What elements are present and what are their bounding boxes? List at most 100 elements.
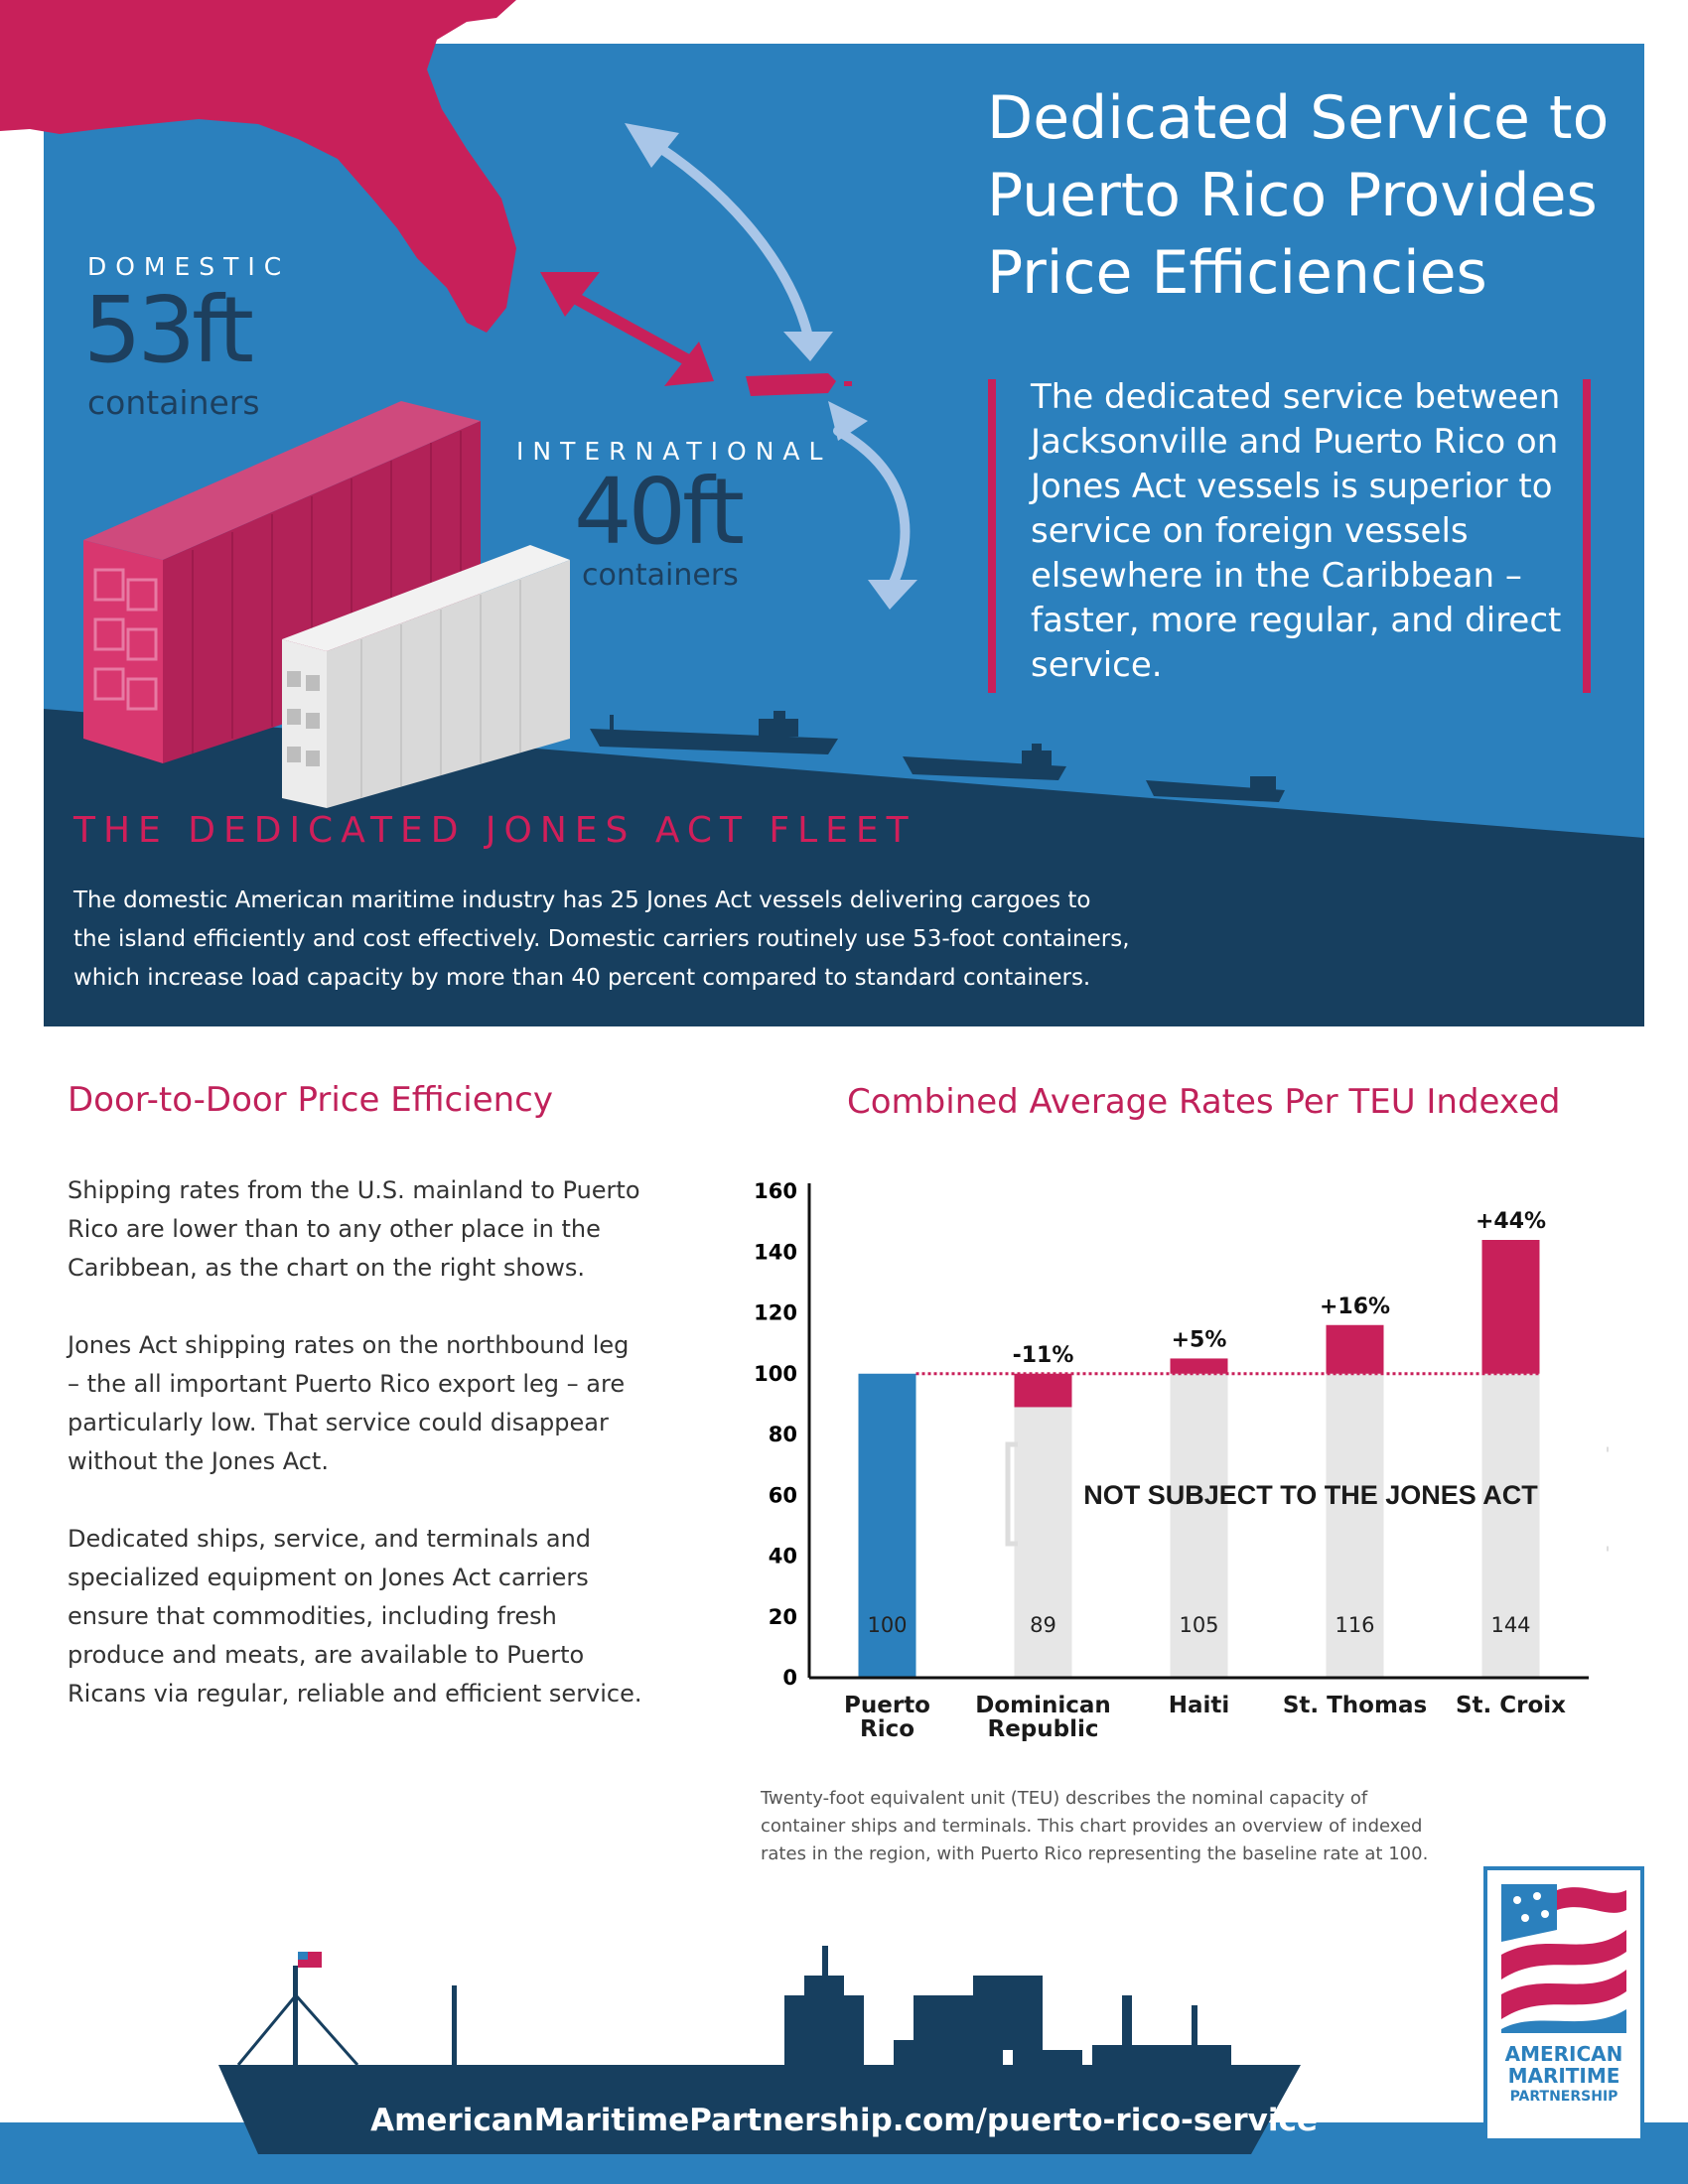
y-tick-label: 160 [754, 1179, 797, 1203]
body-line: Dedicated ships, service, and terminals … [68, 1525, 592, 1553]
footnote-line: rates in the region, with Puerto Rico re… [761, 1843, 1429, 1864]
body-line: without the Jones Act. [68, 1447, 329, 1475]
desc-line: elsewhere in the Caribbean – [1031, 556, 1522, 596]
paragraph-1: Shipping rates from the U.S. mainland to… [68, 1171, 663, 1288]
body-line: particularly low. That service could dis… [68, 1409, 609, 1436]
arrow-heads-light [625, 123, 917, 610]
body-line: – the all important Puerto Rico export l… [68, 1370, 626, 1398]
category-label: Puerto [844, 1693, 930, 1718]
desc-bar-right [1583, 379, 1591, 693]
diff-label: +44% [1476, 1209, 1546, 1234]
body-line: Shipping rates from the U.S. mainland to… [68, 1176, 640, 1204]
y-tick-label: 100 [754, 1362, 797, 1386]
category-label: Haiti [1169, 1693, 1230, 1718]
desc-line: service. [1031, 645, 1163, 685]
bar-difference [1326, 1324, 1384, 1374]
logo-line: AMERICAN [1504, 2042, 1623, 2066]
paragraph-3: Dedicated ships, service, and terminals … [68, 1520, 663, 1713]
fleet-line: The domestic American maritime industry … [73, 887, 1091, 913]
left-body: Shipping rates from the U.S. mainland to… [68, 1171, 663, 1713]
title-line-1: Dedicated Service to [987, 83, 1610, 153]
y-tick-label: 0 [782, 1666, 797, 1690]
category-label: Republic [987, 1716, 1098, 1742]
body-line: ensure that commodities, including fresh [68, 1602, 557, 1630]
desc-bar-left [988, 379, 996, 693]
value-label: 116 [1335, 1613, 1374, 1637]
hero-panel: Dedicated Service to Puerto Rico Provide… [44, 44, 1644, 1026]
page-title: Dedicated Service to Puerto Rico Provide… [987, 79, 1609, 312]
international-label: INTERNATIONAL [516, 437, 832, 466]
category-label: Dominican [975, 1693, 1111, 1718]
logo-line: MARITIME [1507, 2064, 1620, 2088]
arrows-light [639, 133, 911, 590]
footnote-line: Twenty-foot equivalent unit (TEU) descri… [761, 1788, 1368, 1809]
bracket-left [1005, 1441, 1018, 1547]
y-tick-label: 120 [754, 1301, 797, 1325]
y-tick-label: 60 [769, 1483, 797, 1507]
international-size: 40ft [574, 459, 745, 565]
diff-label: +16% [1320, 1295, 1390, 1319]
diff-label: -11% [1013, 1343, 1074, 1368]
title-line-2: Puerto Rico Provides [987, 161, 1598, 230]
body-line: Caribbean, as the chart on the right sho… [68, 1254, 586, 1282]
fleet-heading: THE DEDICATED JONES ACT FLEET [73, 810, 916, 851]
sea-band [44, 709, 1644, 1026]
body-line: Ricans via regular, reliable and efficie… [68, 1680, 642, 1707]
footer-ship [218, 1946, 1301, 2154]
flag-logo-icon [1501, 1884, 1626, 2033]
category-label: St. Croix [1456, 1693, 1566, 1718]
body-line: Rico are lower than to any other place i… [68, 1215, 601, 1243]
jones-act-annotation: NOT SUBJECT TO THE JONES ACT [1083, 1480, 1538, 1510]
y-tick-label: 80 [769, 1423, 797, 1446]
body-line: specialized equipment on Jones Act carri… [68, 1564, 589, 1591]
chart-footnote: Twenty-foot equivalent unit (TEU) descri… [761, 1785, 1428, 1868]
y-tick-label: 140 [754, 1240, 797, 1264]
value-label: 89 [1030, 1613, 1056, 1637]
footer-url[interactable]: AmericanMaritimePartnership.com/puerto-r… [370, 2103, 1318, 2138]
bar-gray [1326, 1373, 1384, 1678]
category-label: St. Thomas [1283, 1693, 1427, 1718]
international-unit: containers [582, 558, 739, 593]
y-tick-label: 40 [769, 1545, 797, 1569]
title-line-3: Price Efficiencies [987, 238, 1487, 308]
amp-logo: AMERICAN MARITIME PARTNERSHIP [1483, 1866, 1644, 2142]
fleet-text: The domestic American maritime industry … [73, 882, 1130, 998]
domestic-unit: containers [87, 383, 260, 422]
bracket-right [1607, 1446, 1609, 1552]
puerto-rico-shape [746, 373, 836, 396]
container-40ft [282, 545, 570, 808]
value-label: 100 [867, 1613, 907, 1637]
hero-graphics [44, 123, 1644, 1026]
value-label: 105 [1179, 1613, 1218, 1637]
arrow-magenta [549, 281, 705, 372]
fleet-line: which increase load capacity by more tha… [73, 965, 1091, 991]
value-label: 144 [1490, 1613, 1530, 1637]
body-line: produce and meats, are available to Puer… [68, 1641, 585, 1669]
desc-line: faster, more regular, and direct [1031, 601, 1562, 640]
container-53ft [83, 401, 481, 763]
fleet-line: the island efficiently and cost effectiv… [73, 926, 1130, 952]
bar-difference [1014, 1373, 1072, 1408]
horizon-ships [590, 711, 1285, 802]
bar-gray [1481, 1373, 1540, 1678]
category-label: Rico [860, 1716, 914, 1742]
diff-label: +5% [1172, 1327, 1227, 1352]
left-heading: Door-to-Door Price Efficiency [68, 1080, 553, 1120]
desc-line: The dedicated service between [1031, 377, 1561, 417]
chart-title: Combined Average Rates Per TEU Indexed [847, 1082, 1561, 1122]
bar-baseline [858, 1373, 916, 1678]
paragraph-2: Jones Act shipping rates on the northbou… [68, 1326, 663, 1481]
florida-map [0, 0, 516, 333]
bar-gray [1170, 1373, 1228, 1678]
footnote-line: container ships and terminals. This char… [761, 1816, 1423, 1837]
bar-gray [1014, 1373, 1072, 1678]
y-tick-label: 20 [769, 1605, 797, 1629]
logo-line: PARTNERSHIP [1509, 2089, 1618, 2105]
desc-line: service on foreign vessels [1031, 511, 1469, 551]
desc-line: Jones Act vessels is superior to [1031, 467, 1553, 506]
body-line: Jones Act shipping rates on the northbou… [68, 1331, 630, 1359]
desc-line: Jacksonville and Puerto Rico on [1031, 422, 1559, 462]
domestic-label: DOMESTIC [87, 252, 291, 281]
hero-description: The dedicated service between Jacksonvil… [1031, 375, 1561, 688]
